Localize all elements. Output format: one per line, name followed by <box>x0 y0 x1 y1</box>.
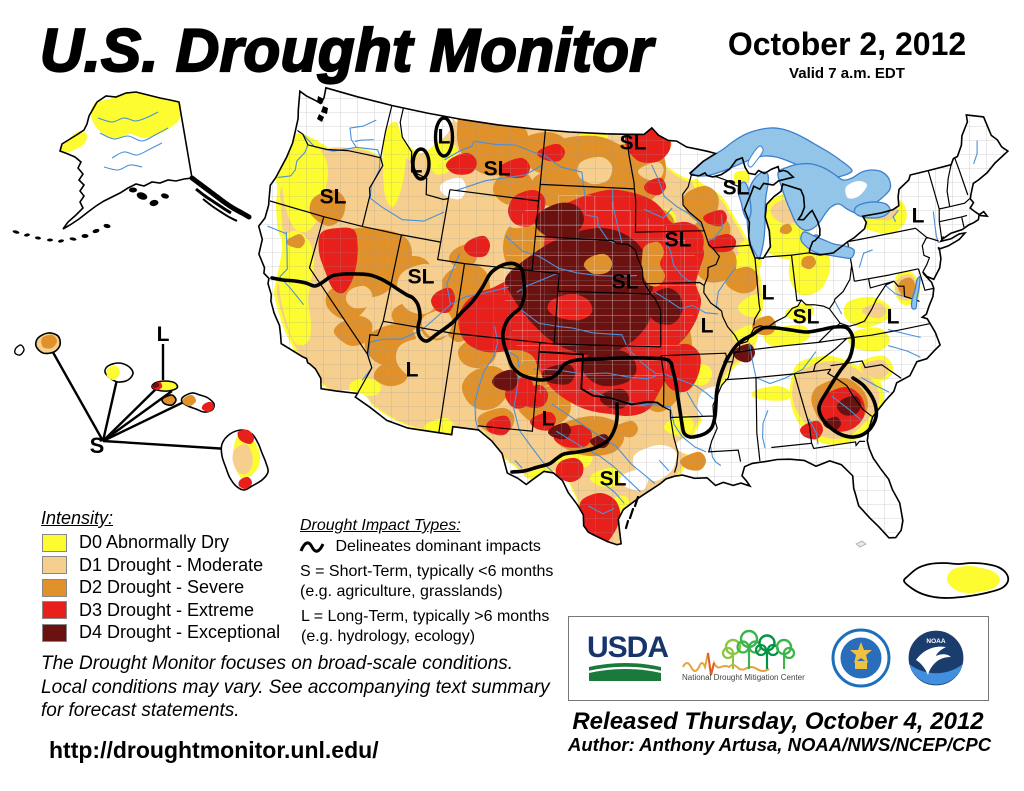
svg-text:SL: SL <box>408 266 435 289</box>
svg-text:S: S <box>90 433 105 458</box>
svg-text:SL: SL <box>665 229 692 252</box>
svg-text:SL: SL <box>600 468 627 491</box>
svg-text:L: L <box>701 315 714 338</box>
svg-text:L: L <box>406 359 419 382</box>
svg-text:L: L <box>887 306 900 329</box>
svg-text:SL: SL <box>484 158 511 181</box>
svg-text:L: L <box>438 126 451 149</box>
svg-text:NOAA: NOAA <box>926 638 945 645</box>
svg-text:SL: SL <box>612 271 639 294</box>
svg-text:L: L <box>762 282 775 305</box>
svg-text:L: L <box>410 155 423 178</box>
svg-text:L: L <box>542 408 555 431</box>
svg-text:SL: SL <box>723 177 750 200</box>
svg-text:SL: SL <box>620 132 647 155</box>
svg-text:National Drought Mitigation Ce: National Drought Mitigation Center <box>682 673 805 682</box>
svg-text:L: L <box>157 323 170 346</box>
svg-text:L: L <box>912 205 925 228</box>
svg-text:SL: SL <box>793 306 820 329</box>
svg-text:SL: SL <box>320 186 347 209</box>
